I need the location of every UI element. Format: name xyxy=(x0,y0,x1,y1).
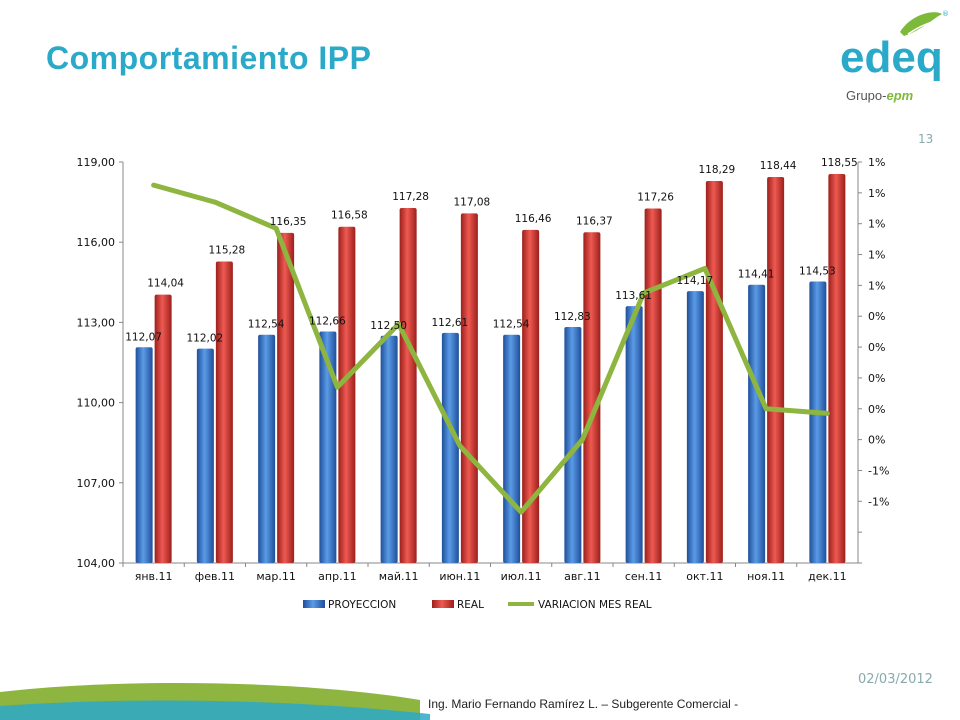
proyeccion-data-label: 112,54 xyxy=(493,319,530,331)
right-tick-label: 0% xyxy=(868,434,885,447)
proyeccion-data-label: 112,83 xyxy=(554,311,591,323)
logo-grupo-epm: Grupo-epm xyxy=(846,88,914,103)
legend-proyeccion-swatch xyxy=(303,600,325,608)
real-data-label: 117,08 xyxy=(454,196,491,208)
x-tick-label: апр.11 xyxy=(318,570,356,583)
right-tick-label: 1% xyxy=(868,279,885,292)
right-tick-label: 0% xyxy=(868,403,885,416)
legend-real-label: REAL xyxy=(457,599,484,611)
right-tick-label: 0% xyxy=(868,310,885,323)
variacion-line xyxy=(151,182,830,515)
real-data-label: 117,28 xyxy=(392,191,429,203)
real-bar xyxy=(644,208,662,564)
real-bar xyxy=(215,261,233,563)
proyeccion-data-label: 112,02 xyxy=(187,333,224,345)
x-tick-label: окт.11 xyxy=(686,570,723,583)
right-tick-label: -1% xyxy=(868,464,889,477)
slide-number: 13 xyxy=(918,132,934,146)
right-tick-label: 1% xyxy=(868,218,885,231)
proyeccion-bar xyxy=(196,348,214,563)
proyeccion-data-label: 114,41 xyxy=(738,269,775,281)
left-tick-label: 116,00 xyxy=(77,236,116,249)
footer-swoosh xyxy=(0,682,430,720)
proyeccion-bar xyxy=(441,332,459,563)
left-tick-label: 107,00 xyxy=(77,477,116,490)
real-data-label: 115,28 xyxy=(209,244,246,256)
proyeccion-bar xyxy=(503,334,521,563)
proyeccion-bar xyxy=(564,326,582,563)
real-data-label: 117,26 xyxy=(637,192,674,204)
left-tick-label: 110,00 xyxy=(77,397,116,410)
proyeccion-bar xyxy=(686,291,704,563)
x-tick-label: авг.11 xyxy=(564,570,601,583)
real-data-label: 116,37 xyxy=(576,215,613,227)
x-tick-label: дек.11 xyxy=(808,570,847,583)
slide-date: 02/03/2012 xyxy=(858,672,933,687)
proyeccion-data-label: 113,61 xyxy=(615,290,652,302)
proyeccion-bar xyxy=(625,306,643,563)
real-data-label: 116,35 xyxy=(270,216,307,228)
proyeccion-data-label: 112,54 xyxy=(248,319,285,331)
x-tick-label: июн.11 xyxy=(439,570,480,583)
real-bar xyxy=(277,232,295,564)
real-bar xyxy=(828,174,846,563)
x-tick-label: май.11 xyxy=(379,570,419,583)
real-data-label: 118,29 xyxy=(699,164,736,176)
real-data-label: 114,04 xyxy=(147,278,184,290)
x-tick-label: фев.11 xyxy=(195,570,235,583)
proyeccion-bar xyxy=(258,334,276,563)
real-bar xyxy=(767,176,785,563)
right-tick-label: 0% xyxy=(868,372,885,385)
real-bar xyxy=(154,294,172,563)
legend-real-swatch xyxy=(432,600,454,608)
real-bar xyxy=(399,207,417,564)
real-bar xyxy=(583,232,601,564)
x-tick-label: янв.11 xyxy=(135,570,173,583)
x-tick-label: сен.11 xyxy=(625,570,663,583)
real-bar xyxy=(460,213,478,563)
edeq-logo: edeq ® xyxy=(840,10,948,82)
proyeccion-bar xyxy=(319,331,337,563)
legend-variacion-label: VARIACION MES REAL xyxy=(538,599,652,611)
ipp-chart: 104,00 107,00 110,00 113,00 116,00 119,00 1% 1%… xyxy=(77,156,890,611)
real-bar xyxy=(522,229,540,564)
right-tick-label: -1% xyxy=(868,495,889,508)
real-data-label: 116,58 xyxy=(331,210,368,222)
left-tick-label: 119,00 xyxy=(77,156,116,169)
right-tick-label: 1% xyxy=(868,187,885,200)
left-tick-label: 113,00 xyxy=(77,316,116,329)
real-data-label: 118,44 xyxy=(760,160,797,172)
proyeccion-data-label: 112,07 xyxy=(125,331,162,343)
right-tick-label: 1% xyxy=(868,249,885,262)
proyeccion-data-label: 112,61 xyxy=(432,317,469,329)
proyeccion-data-label: 112,50 xyxy=(370,320,407,332)
right-tick-label: 0% xyxy=(868,341,885,354)
real-bar xyxy=(338,226,356,563)
proyeccion-bar xyxy=(809,281,827,563)
proyeccion-data-label: 114,17 xyxy=(677,275,714,287)
svg-text:®: ® xyxy=(942,10,948,18)
proyeccion-bar xyxy=(748,284,766,563)
x-tick-label: ноя.11 xyxy=(747,570,785,583)
legend-proyeccion-label: PROYECCION xyxy=(328,599,396,611)
right-tick-label: 1% xyxy=(868,156,885,169)
left-tick-label: 104,00 xyxy=(77,557,116,570)
logo-leaf-icon xyxy=(900,12,942,36)
proyeccion-data-label: 114,53 xyxy=(799,265,836,277)
x-tick-label: мар.11 xyxy=(256,570,296,583)
real-bar xyxy=(705,180,723,564)
slide-title: Comportamiento IPP xyxy=(46,40,372,76)
proyeccion-bar xyxy=(380,335,398,563)
proyeccion-data-label: 112,66 xyxy=(309,315,346,327)
real-data-label: 118,55 xyxy=(821,157,858,169)
footer-author: Ing. Mario Fernando Ramírez L. – Subgere… xyxy=(428,697,739,711)
proyeccion-bar xyxy=(135,347,153,563)
real-data-label: 116,46 xyxy=(515,213,552,225)
logo-text: edeq xyxy=(840,33,943,82)
x-tick-label: июл.11 xyxy=(501,570,542,583)
